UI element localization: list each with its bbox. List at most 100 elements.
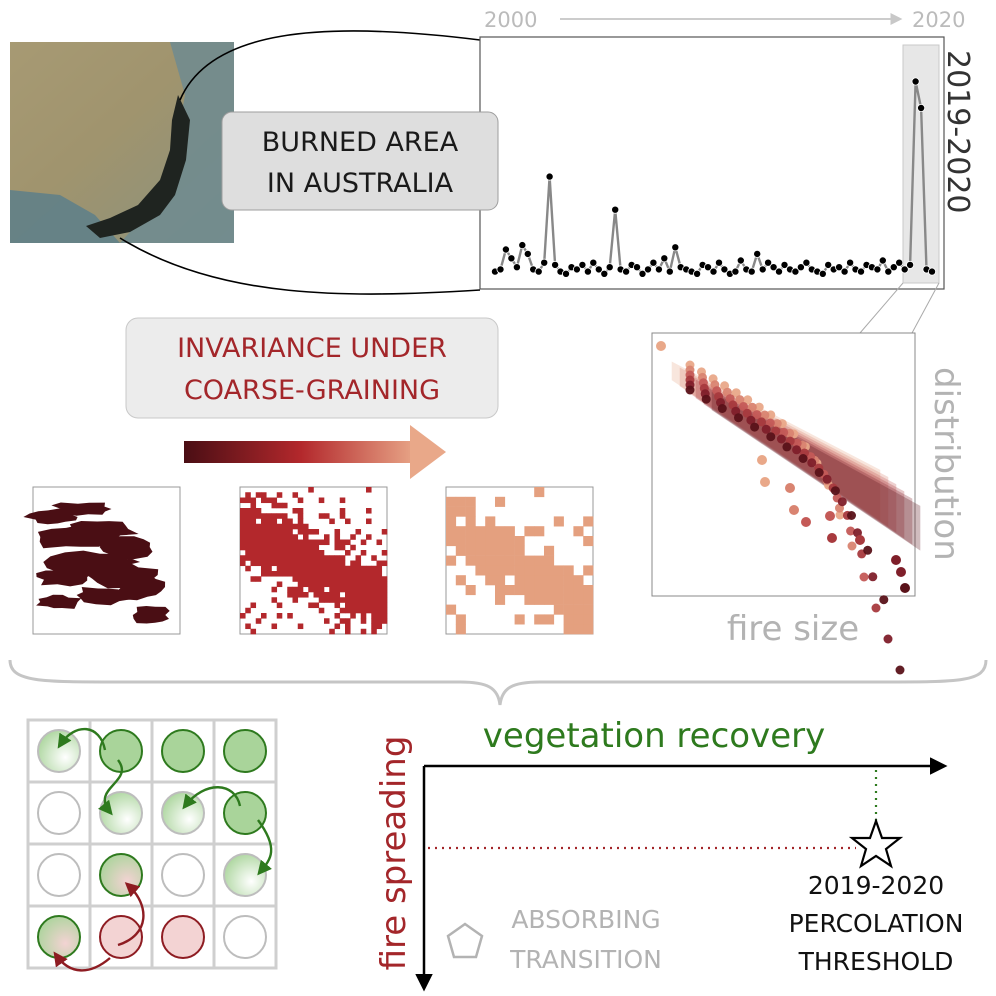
data-point: [889, 263, 898, 272]
burned-area-box: BURNED AREA IN AUSTRALIA: [221, 111, 499, 211]
timeline-end: 2020: [912, 8, 965, 32]
distribution-xlabel: fire size: [727, 609, 859, 649]
burned-region: [86, 95, 190, 238]
data-point: [911, 77, 920, 86]
data-point: [873, 265, 882, 274]
phase-ylabel: fire spreading: [374, 736, 414, 971]
data-point: [764, 258, 773, 267]
data-point: [600, 269, 609, 278]
coarse-graining-arrow: [184, 425, 446, 479]
data-point: [693, 269, 702, 278]
burned-area-line1: BURNED AREA: [262, 127, 459, 158]
data-point: [545, 172, 554, 181]
data-point: [928, 267, 937, 276]
data-point: [720, 265, 729, 274]
data-point: [654, 265, 663, 274]
data-point: [846, 258, 855, 267]
burned-area-line2: IN AUSTRALIA: [267, 168, 454, 199]
absorbing-pentagon-icon: [446, 922, 484, 959]
data-point: [715, 258, 724, 267]
data-point: [824, 260, 833, 269]
data-point: [551, 260, 560, 269]
data-point: [878, 256, 887, 265]
lattice-cell: [161, 915, 205, 959]
lattice-cell: [37, 853, 81, 897]
phase-diagram: vegetation recovery fire spreading ABSOR…: [374, 716, 964, 992]
phase-xlabel: vegetation recovery: [483, 716, 825, 756]
data-point: [665, 267, 674, 276]
data-point: [594, 265, 603, 274]
lattice-cell: [99, 853, 143, 897]
data-point: [583, 267, 592, 276]
percolation-line1: 2019-2020: [808, 871, 944, 900]
absorbing-line1: ABSORBING: [511, 905, 660, 934]
percolation-line2: PERCOLATION: [789, 909, 964, 938]
data-point: [589, 258, 598, 267]
lattice-cell: [223, 915, 267, 959]
invariance-line2: COARSE-GRAINING: [184, 375, 440, 406]
data-point: [649, 258, 658, 267]
lattice-cell: [37, 729, 81, 773]
lattice-cell: [37, 791, 81, 835]
lattice-grid: [26, 718, 278, 972]
data-point: [731, 267, 740, 276]
fire-map-fine: [23, 486, 181, 635]
data-point: [802, 258, 811, 267]
data-point: [775, 267, 784, 276]
highlight-band: [902, 44, 940, 284]
data-point: [857, 267, 866, 276]
lattice-cell: [161, 791, 205, 835]
data-point: [736, 256, 745, 265]
data-point: [501, 245, 510, 254]
data-point: [906, 260, 915, 269]
fire-map-coarse: [445, 486, 594, 635]
timeseries-frame: [479, 36, 945, 290]
data-point: [660, 254, 669, 263]
data-point: [644, 265, 653, 274]
invariance-line1: INVARIANCE UNDER: [177, 333, 447, 364]
data-point: [753, 249, 762, 258]
data-point: [534, 267, 543, 276]
lattice-cell: [223, 791, 267, 835]
timeseries-points: [490, 77, 937, 278]
data-point: [884, 267, 893, 276]
data-point: [622, 267, 631, 276]
timeline-start: 2000: [484, 8, 537, 32]
data-point: [671, 243, 680, 252]
lattice-cell: [161, 853, 205, 897]
lattice-cell: [223, 853, 267, 897]
data-point: [578, 260, 587, 269]
data-point: [512, 263, 521, 272]
data-point: [895, 258, 904, 267]
data-point: [523, 249, 532, 258]
data-point: [507, 254, 516, 263]
distribution-points: [656, 341, 910, 675]
lattice-cell: [161, 729, 205, 773]
lattice-cell: [99, 915, 143, 959]
invariance-box: INVARIANCE UNDER COARSE-GRAINING: [125, 317, 499, 419]
data-point: [611, 205, 620, 214]
lattice-cell: [37, 915, 81, 959]
data-point: [835, 263, 844, 272]
lattice-cell: [99, 791, 143, 835]
percolation-line3: THRESHOLD: [798, 947, 954, 976]
data-point: [900, 265, 909, 274]
highlight-period-label: 2019-2020: [940, 50, 975, 214]
fire-map-medium: [239, 486, 388, 635]
data-point: [818, 269, 827, 278]
australia-map: [10, 42, 234, 243]
data-point: [540, 258, 549, 267]
data-point: [747, 267, 756, 276]
data-point: [791, 267, 800, 276]
lattice-cell: [223, 729, 267, 773]
data-point: [709, 267, 718, 276]
data-point: [572, 265, 581, 274]
data-point: [518, 241, 527, 250]
data-point: [704, 263, 713, 272]
data-point: [840, 267, 849, 276]
data-point: [496, 265, 505, 274]
data-point: [796, 263, 805, 272]
data-point: [633, 263, 642, 272]
data-point: [769, 263, 778, 272]
